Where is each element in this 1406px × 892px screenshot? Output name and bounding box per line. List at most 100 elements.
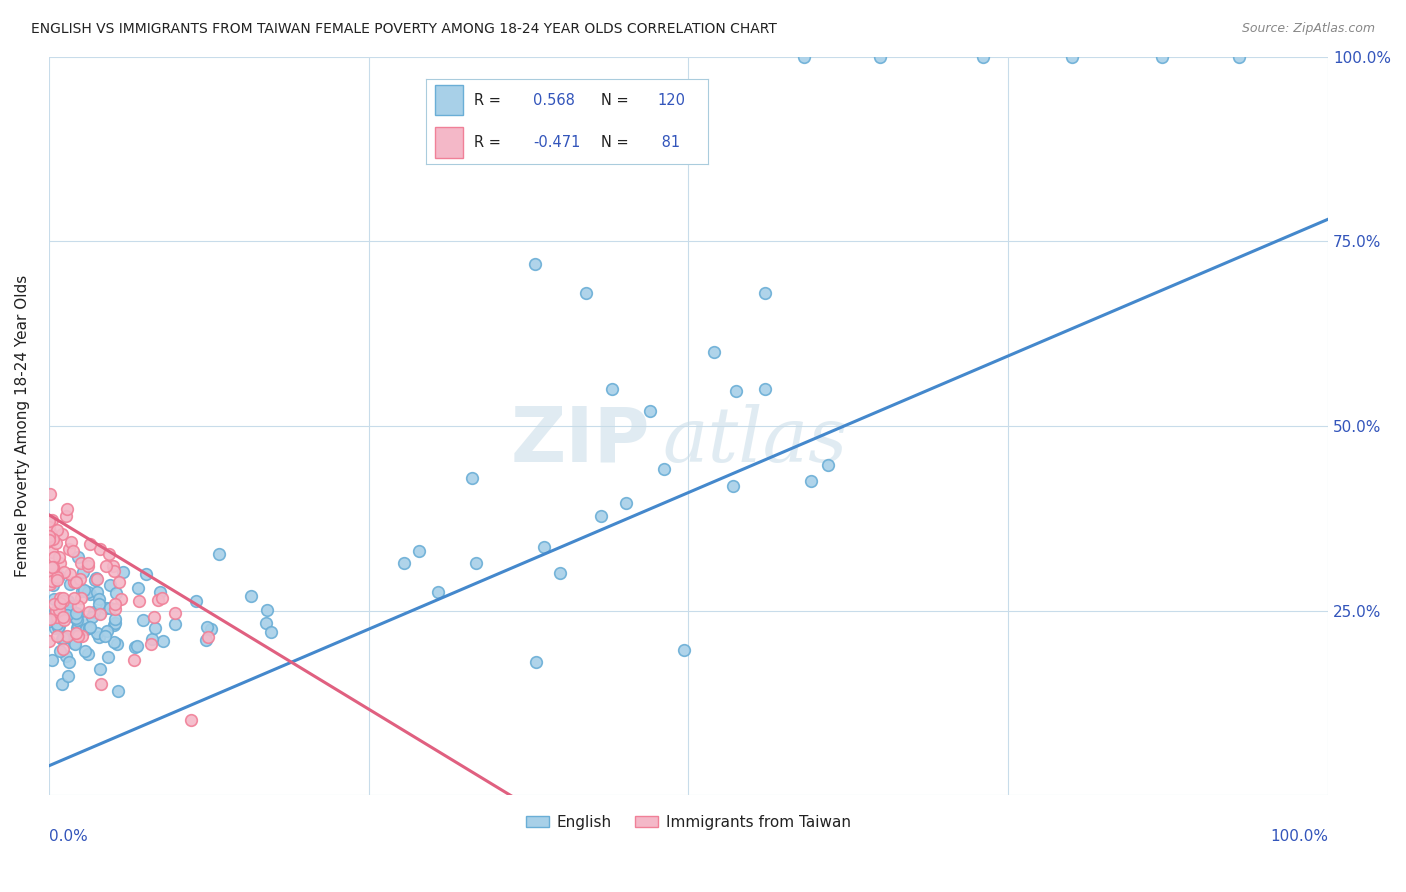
Point (464, 556, 486, 570)
Point (51, 677, 73, 691)
Point (41, 560, 63, 574)
Point (52, 594, 75, 608)
Point (86, 572, 108, 586)
Point (58, 656, 80, 670)
Point (754, 382, 776, 396)
Point (638, 404, 661, 418)
Point (800, 474, 823, 488)
Point (103, 617, 125, 632)
Point (60, 609, 83, 624)
Point (86, 585, 108, 599)
Point (721, 479, 744, 493)
Point (63, 637, 86, 651)
Point (60, 535, 83, 549)
Point (44, 597, 66, 611)
Point (1150, 50, 1173, 64)
Point (89, 597, 111, 611)
Point (70, 591, 93, 605)
Point (103, 635, 125, 649)
Point (87, 631, 110, 645)
Point (66, 550, 89, 565)
Point (614, 496, 637, 510)
Point (98, 601, 121, 615)
Point (77, 556, 100, 570)
Point (45, 535, 67, 549)
Point (39, 524, 62, 539)
Point (38, 533, 60, 547)
Point (165, 616, 187, 631)
Point (59, 566, 82, 581)
Point (76, 648, 98, 662)
Point (69, 556, 91, 570)
Point (52, 610, 75, 624)
Point (49, 596, 72, 610)
Point (41, 513, 63, 527)
Point (180, 713, 202, 727)
Point (548, 566, 571, 580)
Point (104, 597, 127, 611)
Point (77, 621, 100, 635)
Point (143, 610, 166, 624)
Point (89, 607, 111, 621)
Point (48, 569, 70, 583)
Point (62, 574, 84, 589)
Point (52, 630, 75, 644)
Point (38, 577, 60, 591)
Text: ZIP: ZIP (510, 404, 650, 478)
Point (143, 621, 166, 635)
Point (48, 550, 70, 565)
Point (101, 559, 124, 574)
Point (66, 621, 89, 635)
Point (197, 630, 219, 644)
Point (600, 382, 623, 396)
Point (104, 585, 127, 599)
Point (44, 566, 66, 581)
Point (127, 581, 149, 595)
Point (51, 632, 73, 646)
Point (817, 458, 839, 473)
Point (79, 587, 101, 601)
Text: ENGLISH VS IMMIGRANTS FROM TAIWAN FEMALE POVERTY AMONG 18-24 YEAR OLDS CORRELATI: ENGLISH VS IMMIGRANTS FROM TAIWAN FEMALE… (31, 22, 776, 37)
Point (59, 576, 82, 591)
Point (673, 642, 696, 657)
Point (103, 564, 125, 578)
Point (148, 593, 170, 607)
Point (89, 607, 111, 621)
Point (72, 566, 94, 580)
Point (408, 544, 430, 558)
Point (83, 605, 105, 619)
Point (135, 567, 157, 582)
Point (38, 486, 60, 500)
Point (67, 625, 90, 640)
Point (89, 662, 111, 676)
Point (38, 520, 60, 534)
Point (150, 591, 173, 605)
Point (90, 676, 112, 690)
Point (48, 619, 70, 633)
Point (63, 636, 86, 650)
Point (41, 544, 63, 558)
Point (42, 606, 65, 620)
Point (46, 609, 69, 624)
Point (55, 502, 77, 516)
Point (42, 533, 65, 547)
Point (575, 286, 598, 301)
Point (41, 653, 63, 667)
Point (38, 633, 60, 648)
Point (79, 620, 101, 634)
Point (94, 558, 117, 573)
Point (254, 615, 277, 630)
Point (46, 570, 69, 584)
Point (49, 591, 72, 606)
Point (46, 616, 69, 631)
Point (69, 572, 91, 586)
Point (72, 583, 94, 598)
Point (163, 607, 186, 621)
Point (46, 610, 69, 624)
Point (127, 639, 149, 653)
Point (79, 536, 101, 550)
Point (703, 345, 725, 359)
Text: atlas: atlas (662, 404, 848, 478)
Point (65, 606, 87, 620)
Point (98, 578, 121, 592)
